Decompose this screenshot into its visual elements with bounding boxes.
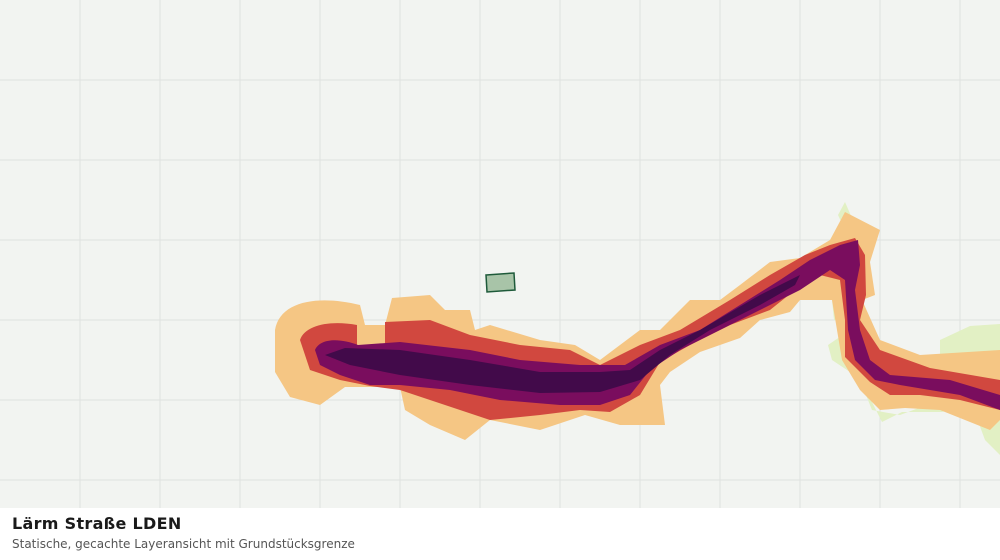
parcel-boundary — [485, 272, 516, 293]
layer-subtitle: Statische, gecachte Layeransicht mit Gru… — [12, 537, 355, 551]
noise-zone-extreme — [325, 275, 800, 393]
footer: Lärm Straße LDEN Statische, gecachte Lay… — [0, 508, 1000, 560]
layer-title: Lärm Straße LDEN — [12, 514, 182, 533]
tile-grid — [0, 0, 1000, 508]
map — [0, 0, 1000, 508]
